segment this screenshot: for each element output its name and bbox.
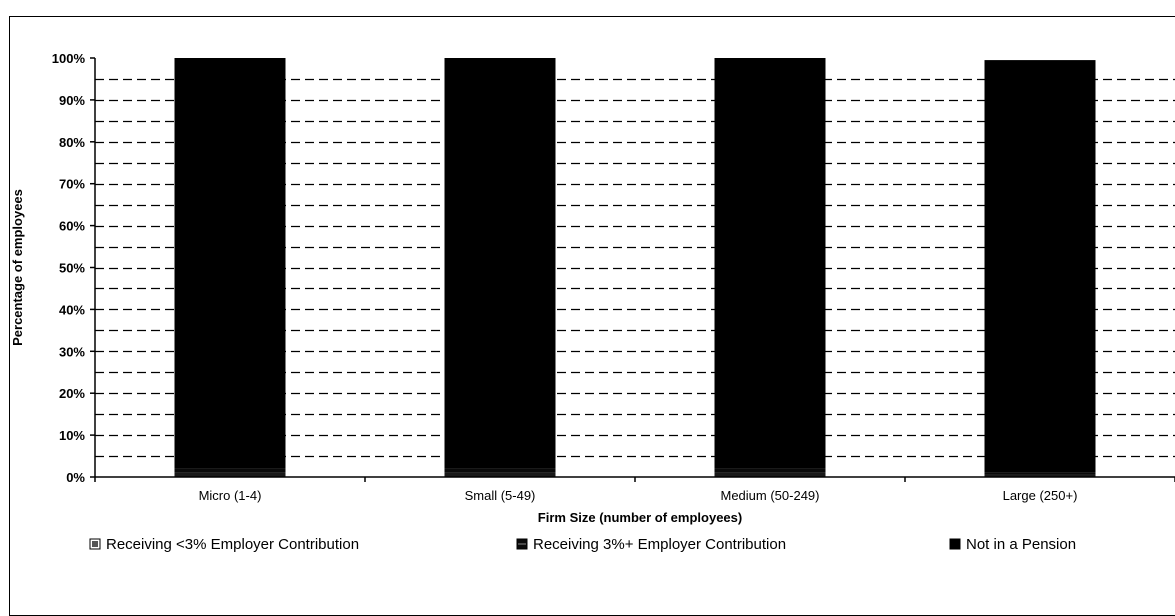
y-tick-label: 40%	[59, 302, 85, 317]
y-tick-label: 20%	[59, 386, 85, 401]
x-category-label: Large (250+)	[1003, 488, 1078, 503]
legend-label: Receiving 3%+ Employer Contribution	[533, 536, 786, 553]
bar-segment	[444, 472, 556, 477]
y-tick-label: 50%	[59, 261, 85, 276]
y-tick-label: 70%	[59, 177, 85, 192]
y-tick-label: 60%	[59, 219, 85, 234]
bar-segment	[444, 468, 556, 473]
bar-segment	[984, 60, 1096, 473]
chart-svg: 0% 10% 20% 30% 40% 50% 60% 70% 80% 90% 100% Micro …	[10, 51, 1175, 553]
bars	[174, 58, 1096, 477]
legend-swatch	[949, 538, 961, 550]
y-tick-label: 90%	[59, 93, 85, 108]
bar-segment	[444, 58, 556, 469]
bar-segment	[174, 472, 286, 477]
y-tick-label: 0%	[66, 470, 85, 485]
bar-segment	[984, 474, 1096, 477]
bar-segment	[714, 472, 826, 477]
bar-segment	[174, 468, 286, 473]
axes	[90, 57, 1175, 482]
bar-segment	[174, 58, 286, 469]
x-category-labels: Micro (1-4) Small (5-49) Medium (50-249) La…	[199, 488, 1078, 503]
y-tick-label: 30%	[59, 344, 85, 359]
legend-label: Not in a Pension	[966, 536, 1076, 553]
legend: Receiving <3% Employer Contribution Recei…	[89, 536, 1076, 553]
bar-segment	[714, 58, 826, 469]
y-tick-label: 10%	[59, 428, 85, 443]
legend-swatch-pattern	[92, 541, 98, 547]
x-category-label: Small (5-49)	[465, 488, 536, 503]
bar-segment	[984, 472, 1096, 475]
y-tick-label: 80%	[59, 135, 85, 150]
bar-segment	[714, 468, 826, 473]
x-axis-title: Firm Size (number of employees)	[538, 510, 742, 525]
y-tick-label: 100%	[52, 51, 86, 66]
y-axis-title: Percentage of employees	[10, 189, 25, 346]
x-category-label: Medium (50-249)	[721, 488, 820, 503]
y-tick-labels: 0% 10% 20% 30% 40% 50% 60% 70% 80% 90% 100%	[52, 51, 86, 485]
legend-label: Receiving <3% Employer Contribution	[106, 536, 359, 553]
x-category-label: Micro (1-4)	[199, 488, 262, 503]
